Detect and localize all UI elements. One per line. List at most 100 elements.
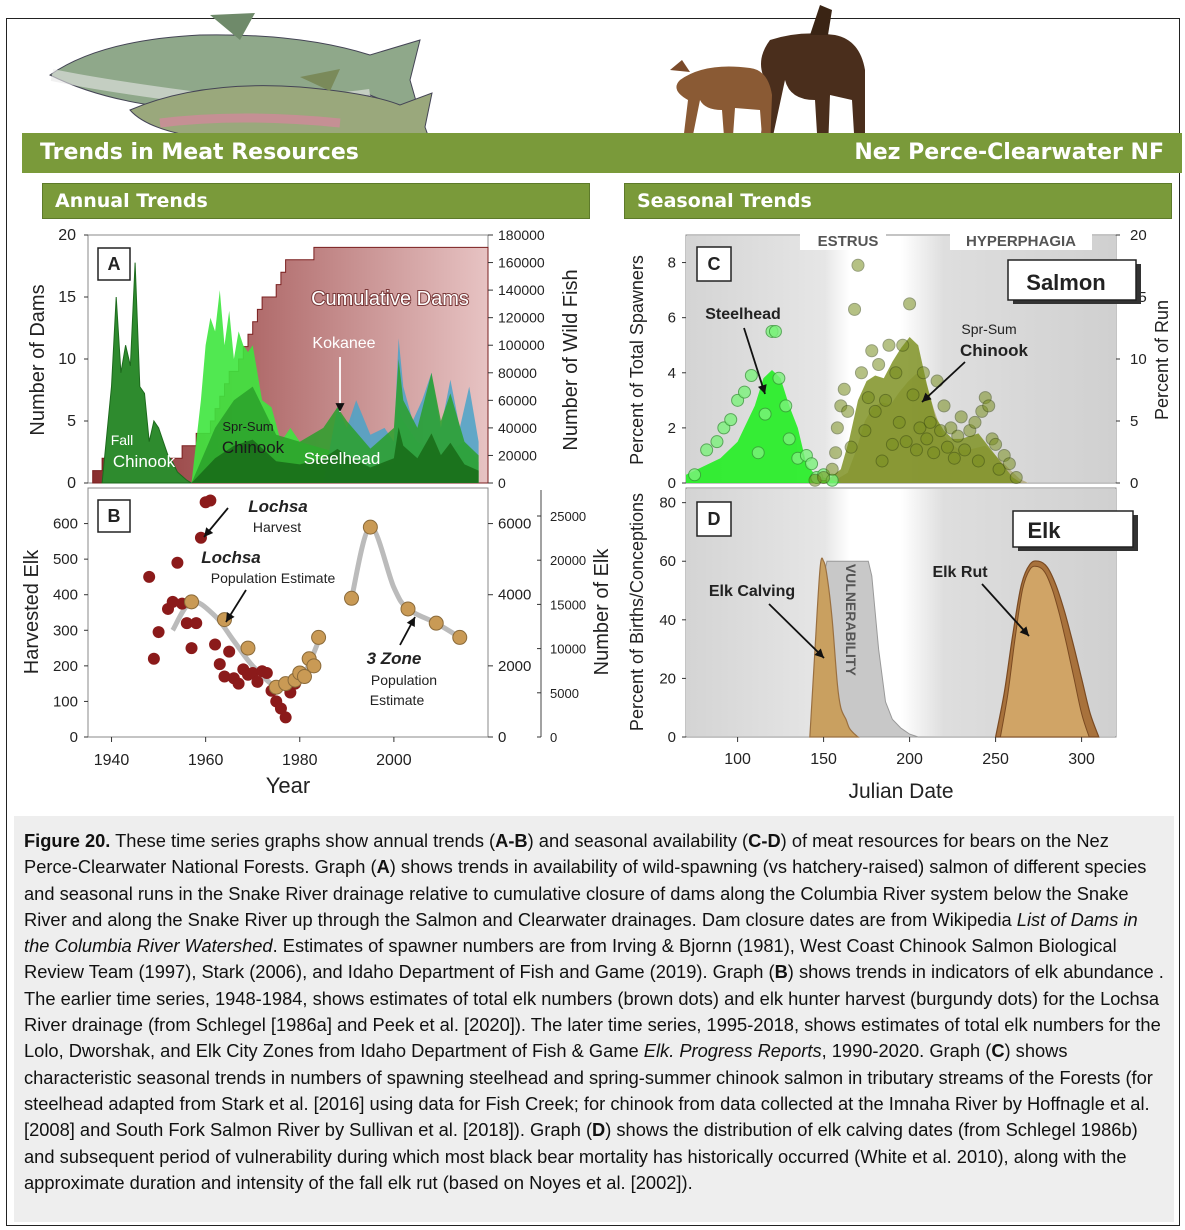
panel-d-x-tick-label: 300	[1068, 751, 1095, 768]
harvest-point	[274, 702, 287, 715]
steelhead-dot	[688, 468, 702, 482]
steelhead-c-arrow	[743, 327, 766, 395]
label-spr-sum-chinook: Chinook	[222, 438, 285, 457]
fall-chinook-area	[101, 262, 192, 484]
label-vulnerability: VULNERABILITY	[843, 564, 859, 677]
panel-b-right2-tick-label: 10000	[550, 642, 586, 657]
banner-left-title: Trends in Meat Resources	[40, 140, 359, 165]
population-point	[296, 669, 312, 685]
harvest-point	[185, 642, 198, 655]
panel-b-letter-box	[97, 499, 131, 533]
figure-frame	[6, 18, 1180, 1226]
panel-d-left-tick-label: 20	[659, 670, 676, 687]
chinook-dot	[1009, 470, 1023, 484]
harvest-point	[218, 670, 231, 683]
chinook-dot	[971, 454, 985, 468]
panel-c-right-tick-label: 20	[1130, 227, 1147, 244]
panel-b-left-tick-label: 400	[53, 587, 78, 604]
figure-caption: Figure 20. These time series graphs show…	[14, 816, 1174, 1222]
panel-d-left-tick-label: 40	[659, 612, 676, 629]
label-kokanee: Kokanee	[312, 335, 375, 352]
panel-d-x-tick-label: 100	[724, 751, 751, 768]
chinook-dot	[882, 338, 896, 352]
panel-d-left-tick-label: 0	[668, 729, 676, 746]
harvest-point	[213, 658, 226, 671]
panel-c-left-tick-label: 2	[668, 420, 676, 437]
steelhead-dot	[737, 385, 751, 399]
panel-b-left-tick-label: 200	[53, 658, 78, 675]
panel-d-ylabel: Percent of Births/Conceptions	[627, 493, 647, 731]
panel-b-right2-tick-label: 20000	[550, 553, 586, 568]
panel-d-x-tick-label: 250	[982, 751, 1009, 768]
panel-a-right-tick-label: 120000	[498, 310, 545, 326]
estrus-label-bg	[800, 232, 886, 250]
chinook-dot	[958, 443, 972, 457]
label-steelhead-c: Steelhead	[705, 306, 781, 323]
caption-lead: Figure 20.	[24, 830, 111, 851]
chinook-dot	[899, 435, 913, 449]
harvest-point	[209, 638, 222, 651]
caption-italic: List of Dams in the Columbia River Water…	[24, 908, 1138, 957]
label-elk-calving: Elk Calving	[709, 583, 795, 600]
chinook-dot	[989, 437, 1003, 451]
chinook-dot	[992, 462, 1006, 476]
caption-text: Figure 20. These time series graphs show…	[24, 828, 1164, 1196]
panel-a-left-tick-label: 15	[58, 289, 76, 306]
steelhead-dot	[782, 432, 796, 446]
panel-b-letter: B	[108, 506, 121, 526]
label-3zone-2: Population	[371, 672, 437, 688]
steelhead-dot	[805, 457, 819, 471]
panel-b-x-tick-label: 2000	[376, 752, 412, 769]
panel-a-right-tick-label: 60000	[498, 392, 537, 408]
label-fall: Fall	[111, 432, 134, 448]
hyperphagia-label-bg	[950, 232, 1092, 250]
label-3zone-1: 3 Zone	[367, 649, 422, 668]
label-elk-rut: Elk Rut	[932, 564, 988, 581]
panel-b-right2-tick-label: 15000	[550, 597, 586, 612]
chinook-dot	[875, 454, 889, 468]
panel-a-right-tick-label: 80000	[498, 365, 537, 381]
chinook-dot	[817, 470, 831, 484]
panel-c-right-tick-label: 10	[1130, 351, 1147, 368]
caption-bold: B	[774, 961, 788, 983]
chinook-c-arrow	[921, 361, 966, 403]
panel-d-letter-box	[696, 501, 732, 537]
panel-b-left-tick-label: 300	[53, 622, 78, 639]
panel-c-ylabel: Percent of Total Spawners	[627, 255, 647, 465]
chinook-dot	[841, 404, 855, 418]
label-lochsa-population-1: Lochsa	[201, 548, 261, 567]
panel-d-letter: D	[708, 509, 721, 529]
panel-c-ylabel-right: Percent of Run	[1152, 300, 1172, 420]
caption-bold: A-B	[495, 830, 528, 851]
chinook-dot	[944, 421, 958, 435]
harvest-point	[190, 617, 203, 630]
panel-d-left-tick-label: 80	[659, 495, 676, 512]
panel-c-letter: C	[708, 254, 721, 274]
panel-c-letter-box	[696, 246, 732, 282]
spr-sum-chinook-c-area	[823, 337, 1022, 483]
chinook-dot	[920, 432, 934, 446]
label-estrus: ESTRUS	[818, 233, 879, 250]
panel-b-right-tick-label: 0	[498, 729, 506, 746]
population-point	[400, 601, 416, 617]
population-point	[306, 658, 322, 674]
chinook-dot	[982, 399, 996, 413]
chinook-dot	[889, 366, 903, 380]
panel-b-ylabel: Harvested Elk	[21, 549, 43, 674]
harvest-point	[204, 494, 217, 507]
elk-calving-area	[809, 557, 860, 738]
panel-b-right-tick-label: 2000	[498, 658, 531, 675]
harvest-point	[152, 626, 165, 639]
panel-b-right2-tick-label: 5000	[550, 686, 579, 701]
caption-text-part: ) shows characteristic seasonal trends i…	[24, 1040, 1153, 1141]
chinook-dot	[837, 382, 851, 396]
panel-b-left-tick-label: 500	[53, 551, 78, 568]
panel-c-left-tick-label: 4	[668, 365, 676, 382]
elk-rut-arrow-head	[1019, 626, 1029, 636]
chinook-dot	[868, 404, 882, 418]
elk-calving-arrow	[768, 603, 825, 659]
steelhead-dot	[717, 421, 731, 435]
caption-text-part: ) of meat resources for bears on the Nez…	[24, 830, 1109, 878]
panel-a-ylabel: Number of Dams	[27, 284, 49, 435]
elk-rut-inner-area	[999, 565, 1090, 738]
